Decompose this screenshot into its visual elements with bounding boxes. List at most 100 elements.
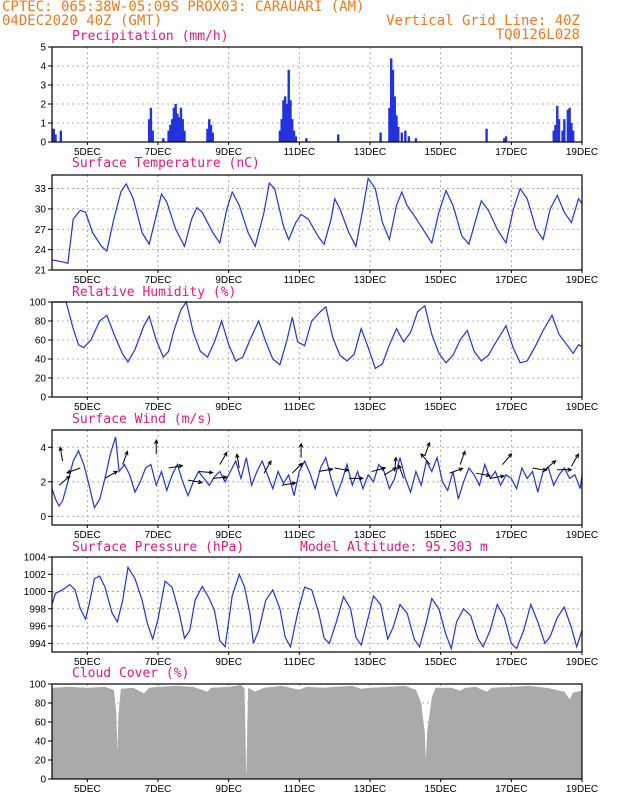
precip-bar bbox=[174, 104, 177, 142]
wind-vector bbox=[532, 467, 548, 473]
y-tick-label: 27 bbox=[35, 225, 47, 236]
wind-vector-head bbox=[381, 466, 387, 471]
y-tick-label: 0 bbox=[40, 775, 46, 786]
wind-vector-shaft bbox=[104, 470, 118, 479]
wind-vector-head bbox=[291, 481, 297, 486]
wind-vector-head bbox=[154, 439, 159, 445]
humidity-panel: 0 20 40 60 80 100 5DEC 7DEC 9DEC 11DEC 13DEC 15DEC 1… bbox=[29, 298, 598, 414]
precip-bar bbox=[391, 69, 395, 142]
wind-vector bbox=[475, 472, 491, 478]
precip-bar bbox=[568, 107, 571, 142]
wind-vector bbox=[212, 475, 228, 480]
y-tick-label: 20 bbox=[35, 756, 47, 767]
wind-vector bbox=[104, 470, 119, 479]
precip-bar bbox=[561, 130, 564, 142]
x-tick-label: 9DEC bbox=[215, 530, 242, 541]
y-tick-label: 4 bbox=[40, 62, 46, 73]
wind-vector-head bbox=[178, 463, 184, 469]
precip-bar bbox=[52, 128, 55, 142]
x-tick-label: 13DEC bbox=[354, 275, 386, 286]
wind-vector-shaft bbox=[281, 482, 296, 486]
precip-bar bbox=[208, 119, 211, 142]
precip-bar bbox=[59, 130, 63, 142]
wind-vector-shaft bbox=[168, 465, 183, 469]
x-tick-label: 5DEC bbox=[74, 147, 101, 158]
wind-vector-head bbox=[344, 467, 350, 473]
precip-bar bbox=[291, 119, 294, 142]
wind-vector-shaft bbox=[502, 453, 512, 465]
x-tick-label: 19DEC bbox=[566, 784, 598, 795]
precip-bar bbox=[294, 136, 297, 142]
wind-panel: 0 2 4 5DEC 7DEC 9DEC 11DEC 13DEC 15DEC 17DEC 19DEC bbox=[40, 429, 598, 541]
wind-vector-head bbox=[113, 470, 119, 475]
wind-vector-head bbox=[298, 442, 304, 448]
x-tick-label: 9DEC bbox=[215, 657, 242, 668]
wind-vector bbox=[58, 475, 71, 486]
x-tick-label: 17DEC bbox=[495, 530, 527, 541]
precip-bar bbox=[305, 138, 308, 142]
x-tick-label: 11DEC bbox=[284, 657, 316, 668]
y-tick-label: 0 bbox=[40, 512, 46, 523]
wind-vector-shaft bbox=[334, 467, 349, 471]
temperature-title: Surface Temperature (nC) bbox=[72, 156, 260, 171]
precip-bar bbox=[289, 100, 292, 142]
wind-vector-shaft bbox=[449, 467, 463, 474]
precip-bar bbox=[285, 104, 289, 142]
y-tick-label: 24 bbox=[35, 245, 47, 256]
wind-vector-head bbox=[298, 462, 303, 468]
precip-bar bbox=[178, 117, 181, 142]
x-tick-label: 7DEC bbox=[145, 275, 172, 286]
wind-vector bbox=[219, 451, 228, 465]
precip-bar bbox=[388, 107, 391, 142]
x-tick-label: 7DEC bbox=[145, 784, 172, 795]
wind-vector-shaft bbox=[59, 447, 64, 462]
wind-vector bbox=[318, 467, 334, 472]
precip-bar bbox=[556, 105, 559, 142]
y-tick-label: 2 bbox=[40, 477, 46, 488]
precip-bar bbox=[172, 107, 176, 142]
wind-vector bbox=[420, 452, 431, 465]
wind-vector bbox=[168, 463, 184, 469]
x-tick-label: 15DEC bbox=[425, 402, 457, 413]
x-tick-label: 15DEC bbox=[425, 147, 457, 158]
x-tick-label: 5DEC bbox=[74, 402, 101, 413]
y-tick-label: 21 bbox=[35, 266, 47, 277]
wind-vector bbox=[544, 459, 557, 471]
x-tick-label: 15DEC bbox=[425, 784, 457, 795]
pressure-title: Surface Pressure (hPa) bbox=[72, 540, 244, 555]
wind-vector-head bbox=[65, 475, 71, 481]
wind-vector-head bbox=[567, 467, 573, 472]
y-tick-label: 20 bbox=[35, 374, 47, 385]
y-tick-label: 30 bbox=[35, 204, 47, 215]
wind-vector-shaft bbox=[544, 460, 556, 471]
wind-vector-shaft bbox=[58, 475, 71, 486]
wind-vector bbox=[490, 474, 506, 479]
precip-bar bbox=[397, 126, 400, 142]
y-tick-label: 2 bbox=[40, 100, 46, 111]
temperature-panel: 21 24 27 30 33 5DEC 7DEC 9DEC 11DEC 13DEC 15DEC 17D… bbox=[35, 174, 598, 286]
wind-vector-head bbox=[124, 450, 129, 456]
precip-bar bbox=[292, 130, 296, 142]
precip-bar bbox=[280, 119, 283, 142]
y-tick-label: 60 bbox=[35, 336, 47, 347]
y-tick-label: 80 bbox=[35, 699, 47, 710]
wind-vector-shaft bbox=[475, 472, 490, 477]
wind-vector bbox=[459, 450, 466, 465]
y-tick-label: 80 bbox=[35, 317, 47, 328]
x-tick-label: 19DEC bbox=[566, 402, 598, 413]
header-model-id: TQ0126L028 bbox=[496, 27, 580, 43]
x-tick-label: 13DEC bbox=[354, 402, 386, 413]
x-tick-label: 13DEC bbox=[354, 784, 386, 795]
wind-vector-head bbox=[461, 450, 466, 456]
x-tick-label: 17DEC bbox=[495, 147, 527, 158]
x-tick-label: 9DEC bbox=[215, 275, 242, 286]
precip-bar bbox=[337, 134, 340, 142]
wind-vector-head bbox=[393, 456, 398, 462]
y-tick-label: 100 bbox=[29, 298, 46, 309]
precip-bar bbox=[563, 119, 566, 142]
x-tick-label: 7DEC bbox=[145, 147, 172, 158]
precip-bar bbox=[179, 107, 183, 142]
wind-vector-head bbox=[574, 453, 579, 459]
header-run-date: 04DEC2020 40Z (GMT) bbox=[2, 13, 162, 29]
precip-bar bbox=[211, 132, 214, 142]
